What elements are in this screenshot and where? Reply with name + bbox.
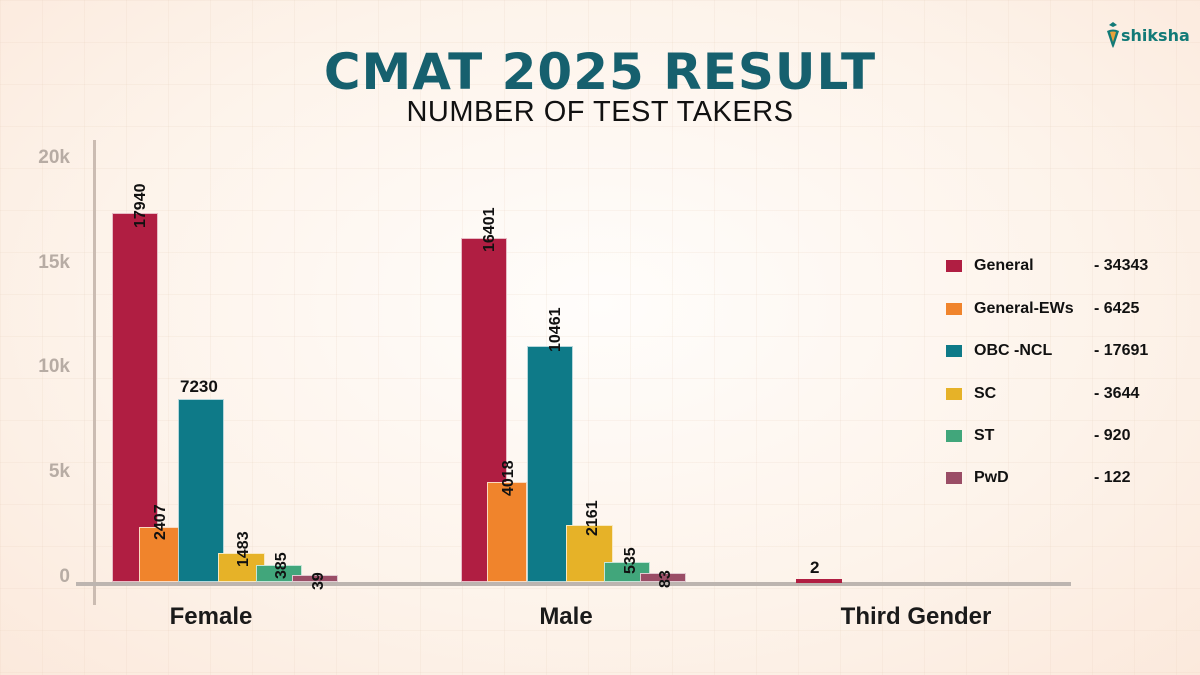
label-male-st: 535 [622, 547, 639, 574]
logo-text: shiksha [1121, 25, 1190, 45]
legend-swatch-st [946, 430, 962, 442]
label-male-obc: 10461 [547, 307, 564, 353]
y-tick-20k: 20k [38, 147, 70, 168]
legend-label: SC [974, 385, 997, 402]
label-female-st: 385 [273, 552, 290, 579]
bar-third-general [796, 579, 842, 583]
legend-value: - 17691 [1094, 342, 1149, 359]
label-male-ews: 4018 [500, 460, 517, 496]
page-subtitle: NUMBER OF TEST TAKERS [406, 96, 794, 128]
legend-swatch-general-ews [946, 303, 962, 315]
shiksha-pen-icon [1107, 22, 1119, 48]
label-female-sc: 1483 [235, 531, 252, 567]
legend-item-sc: SC - 3644 [946, 384, 1139, 404]
x-label-male: Male [539, 603, 593, 630]
bar-male-ews [487, 482, 527, 582]
x-label-female: Female [169, 603, 253, 630]
legend-value: - 6425 [1094, 300, 1140, 317]
legend-label: General [974, 257, 1034, 274]
legend-swatch-pwd [946, 472, 962, 484]
y-axis [93, 140, 96, 605]
legend-value: - 34343 [1094, 257, 1149, 274]
y-tick-10k: 10k [38, 356, 70, 377]
bar-female-general [112, 213, 158, 582]
y-tick-0: 0 [59, 566, 70, 587]
legend-item-general-ews: General-EWs - 6425 [946, 299, 1139, 319]
bar-female-ews [139, 527, 179, 582]
bar-female-st [256, 565, 302, 582]
bar-male-obc [527, 346, 573, 582]
label-male-sc: 2161 [584, 500, 601, 536]
y-tick-5k: 5k [48, 461, 70, 482]
y-tick-15k: 15k [38, 252, 70, 273]
legend-label: General-EWs [974, 300, 1074, 317]
label-male-general: 16401 [481, 207, 498, 253]
legend-label: OBC -NCL [974, 342, 1053, 359]
bar-female-obc [178, 399, 224, 582]
label-female-pwd: 39 [310, 572, 327, 590]
label-male-pwd: 83 [657, 570, 674, 588]
label-female-ews: 2407 [152, 504, 169, 540]
bar-male-pwd [640, 573, 686, 582]
legend-label: ST [974, 427, 995, 444]
bar-male-st [604, 562, 650, 582]
legend-item-general: General - 34343 [946, 256, 1148, 276]
legend-item-st: ST - 920 [946, 426, 1130, 446]
label-female-obc: 7230 [180, 377, 218, 396]
x-axis [76, 582, 1071, 586]
bar-male-general [461, 238, 507, 582]
legend-label: PwD [974, 469, 1009, 486]
page-title: CMAT 2025 RESULT [323, 43, 877, 101]
legend-item-pwd: PwD - 122 [946, 468, 1130, 488]
legend-swatch-sc [946, 388, 962, 400]
x-label-third-gender: Third Gender [840, 603, 992, 630]
bar-female-pwd [292, 575, 338, 582]
legend-value: - 122 [1094, 469, 1131, 486]
legend-item-obc-ncl: OBC -NCL - 17691 [946, 341, 1148, 361]
legend-value: - 920 [1094, 427, 1131, 444]
legend-swatch-obc-ncl [946, 345, 962, 357]
label-third-general: 2 [810, 558, 820, 577]
label-female-general: 17940 [132, 183, 149, 229]
legend-swatch-general [946, 260, 962, 272]
legend-value: - 3644 [1094, 385, 1140, 402]
shiksha-logo: shiksha [1106, 22, 1190, 48]
